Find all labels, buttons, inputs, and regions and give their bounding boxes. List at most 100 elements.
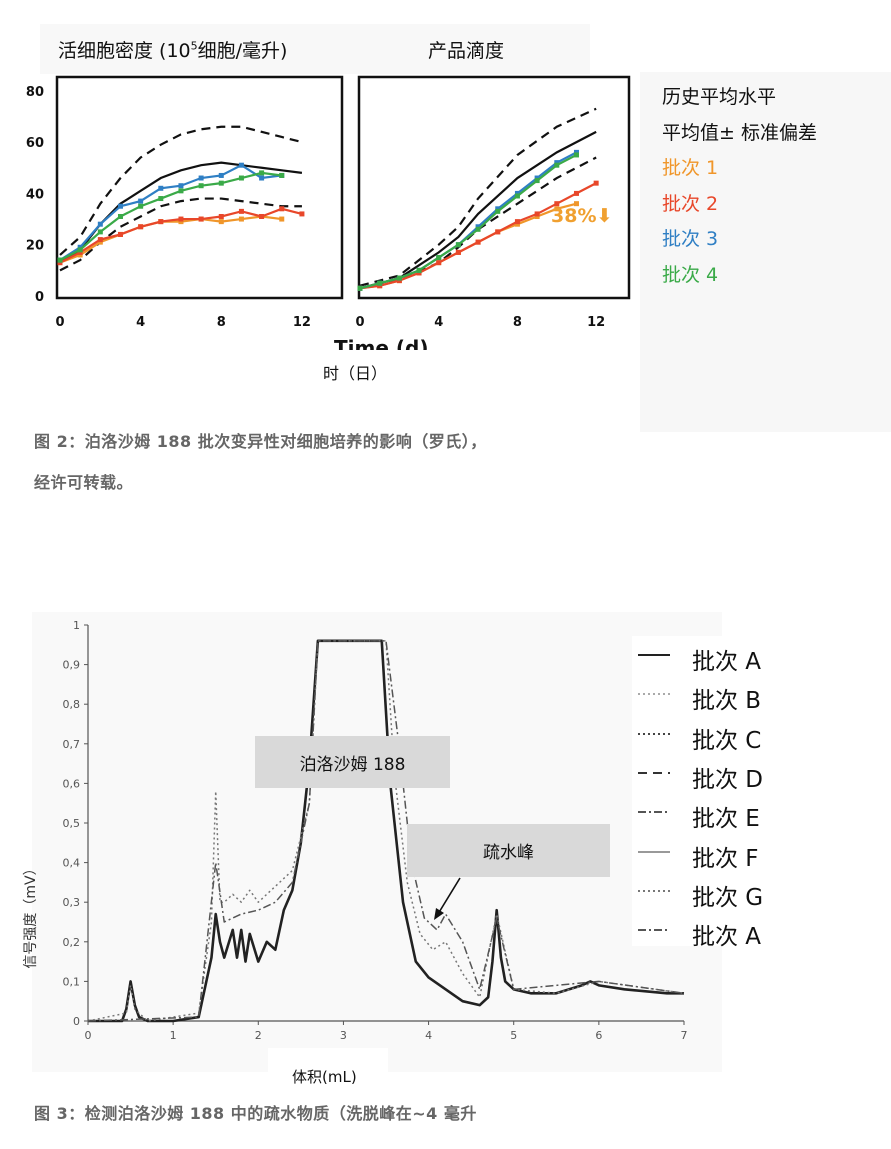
xaxis-label <box>268 1048 388 1086</box>
data-point <box>138 203 144 209</box>
data-point <box>436 260 442 266</box>
data-point <box>495 229 501 235</box>
legend-line-swatch <box>638 654 670 656</box>
figure-3-legend: 批次 A 批次 B 批次 C 批次 D 批次 E 批次 F 批次 G 批次 A <box>632 636 772 950</box>
data-point <box>238 175 244 181</box>
x-tick-label: 4 <box>136 315 145 330</box>
legend-item: 批次 1 <box>662 157 719 179</box>
legend-line-swatch <box>638 850 670 853</box>
data-point <box>178 216 184 222</box>
x-tick-label: 1 <box>170 1029 177 1042</box>
data-point <box>534 213 540 219</box>
data-point <box>573 201 579 207</box>
legend-item: 批次 2 <box>662 192 719 215</box>
label-box-hydrophobic-text: 疏水峰 <box>483 843 534 863</box>
data-point <box>238 216 244 222</box>
data-point <box>514 219 520 225</box>
data-point <box>299 211 305 217</box>
legend-line-swatch <box>638 732 670 735</box>
data-point <box>573 152 579 158</box>
data-point <box>238 162 244 168</box>
y-tick-label: 0,5 <box>63 817 81 830</box>
data-point <box>554 201 560 207</box>
data-point <box>238 208 244 214</box>
y-tick-label: 80 <box>26 85 44 100</box>
data-point <box>377 280 383 286</box>
figure-3: 0 0,1 0,2 0,3 0,4 0,5 0,6 0,7 0,8 0,9 1 0 1 2 3 4 5 6 7 信号… <box>0 600 891 1149</box>
label-box-hydrophobic: 疏水峰 <box>407 824 610 877</box>
panel-left-title: 活细胞密度 (105细胞/毫升) <box>58 39 288 62</box>
data-point <box>396 278 402 284</box>
legend-item: 批次 D <box>632 754 772 793</box>
data-point <box>117 213 123 219</box>
legend-label: 批次 D <box>692 766 764 793</box>
data-point <box>495 206 501 212</box>
series-line <box>88 639 684 1023</box>
legend-item: 批次 A <box>632 636 772 675</box>
data-point <box>377 283 383 289</box>
data-point <box>436 255 442 261</box>
legend-item: 批次 3 <box>662 228 719 250</box>
legend-label: 批次 G <box>692 884 764 911</box>
series-line <box>359 202 577 290</box>
data-point <box>218 172 224 178</box>
data-point <box>97 239 103 245</box>
legend-line-swatch <box>638 929 670 932</box>
data-point <box>279 172 285 178</box>
legend-item: 批次 C <box>632 715 772 754</box>
legend-line-swatch <box>638 811 670 814</box>
series-line <box>359 153 577 290</box>
series-line <box>359 130 597 290</box>
data-point <box>218 180 224 186</box>
data-point <box>138 198 144 204</box>
data-point <box>416 270 422 276</box>
data-point <box>97 237 103 243</box>
data-point <box>495 208 501 214</box>
panel-right-frame <box>357 75 631 300</box>
data-point <box>593 180 599 186</box>
x-tick-label: 12 <box>587 315 605 330</box>
legend-background <box>640 72 891 432</box>
legend-label: 批次 C <box>692 727 762 754</box>
x-tick-label: 8 <box>513 315 522 330</box>
data-point <box>554 206 560 212</box>
data-point <box>259 170 265 176</box>
data-point <box>475 224 481 230</box>
series-line <box>59 163 282 262</box>
legend-label: 批次 B <box>692 688 762 715</box>
legend-item: 批次 A <box>632 911 772 950</box>
x-tick-label: 3 <box>340 1029 347 1042</box>
data-point <box>534 178 540 184</box>
data-point <box>514 190 520 196</box>
data-point <box>259 213 265 219</box>
x-tick-label: 2 <box>255 1029 262 1042</box>
legend-item: 批次 E <box>632 793 772 832</box>
x-tick-label: 4 <box>425 1029 432 1042</box>
y-tick-label: 0,3 <box>63 896 81 909</box>
series-line <box>359 151 577 290</box>
data-point <box>573 190 579 196</box>
data-point <box>396 275 402 281</box>
panel-right-title: 产品滴度 <box>428 40 505 62</box>
data-point <box>455 242 461 248</box>
data-point <box>514 221 520 227</box>
series-line <box>59 215 282 264</box>
data-point <box>158 185 164 191</box>
panel-left-frame <box>55 75 344 300</box>
data-point <box>475 226 481 232</box>
y-tick-label: 40 <box>26 187 44 202</box>
data-point <box>77 247 83 253</box>
series-line <box>87 640 685 1022</box>
label-box-poloxamer: 泊洛沙姆 188 <box>255 736 450 788</box>
data-point <box>475 239 481 245</box>
data-point <box>178 188 184 194</box>
figure-3-caption: 图 3：检测泊洛沙姆 188 中的疏水物质（洗脱峰在~4 毫升 <box>34 1104 477 1123</box>
y-tick-label: 60 <box>26 136 44 151</box>
x-tick-label: 0 <box>55 315 64 330</box>
data-point <box>198 183 204 189</box>
y-tick-label: 0,6 <box>63 777 81 790</box>
y-tick-label: 0 <box>73 1015 80 1028</box>
data-point <box>554 160 560 166</box>
figure-2-plots: 0 4 8 12 0 20 40 60 80 0 4 8 12 Time (d) <box>26 75 631 350</box>
data-point <box>357 285 363 291</box>
